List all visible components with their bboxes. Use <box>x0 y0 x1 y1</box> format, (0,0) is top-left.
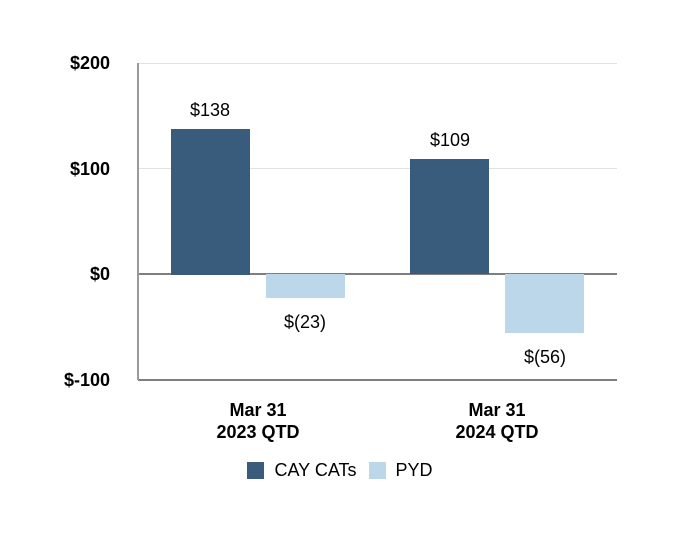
legend-item-pyd: PYD <box>368 460 433 481</box>
x-label-mar31-2024-qtd: Mar 31 2024 QTD <box>455 399 538 443</box>
y-tick-100: $100 <box>69 159 110 179</box>
x-label-mar31-2023-qtd: Mar 31 2023 QTD <box>216 399 299 443</box>
x-label-line1: Mar 31 <box>468 400 526 420</box>
y-tick-200: $200 <box>69 53 110 73</box>
x-label-line1: Mar 31 <box>229 400 287 420</box>
gridline-neg-100 <box>138 379 617 381</box>
bar-pyd-mar31-2023 <box>266 274 345 298</box>
value-label-cay-cats-2023: $138 <box>189 100 231 120</box>
legend: CAY CATs PYD <box>0 460 680 481</box>
legend-swatch-pyd <box>368 462 386 479</box>
value-label-cay-cats-2024: $109 <box>429 130 471 150</box>
legend-item-cay-cats: CAY CATs <box>247 460 357 481</box>
y-tick-0: $0 <box>89 264 110 284</box>
value-label-pyd-2024: $(56) <box>523 347 567 367</box>
bar-cay-cats-mar31-2023 <box>171 129 250 275</box>
value-label-pyd-2023: $(23) <box>283 312 327 332</box>
legend-label-cay-cats: CAY CATs <box>274 460 357 480</box>
y-axis-line <box>137 63 139 380</box>
legend-label-pyd: PYD <box>395 460 433 480</box>
bar-cay-cats-mar31-2024 <box>410 159 489 274</box>
y-tick-neg-100: $-100 <box>63 370 110 390</box>
gridline-200 <box>138 63 617 64</box>
bar-pyd-mar31-2024 <box>505 274 584 333</box>
zero-axis-line <box>138 273 617 275</box>
gridline-100 <box>138 168 617 169</box>
x-label-line2: 2024 QTD <box>455 422 539 442</box>
legend-swatch-cay-cats <box>247 462 265 479</box>
x-label-line2: 2023 QTD <box>216 422 300 442</box>
